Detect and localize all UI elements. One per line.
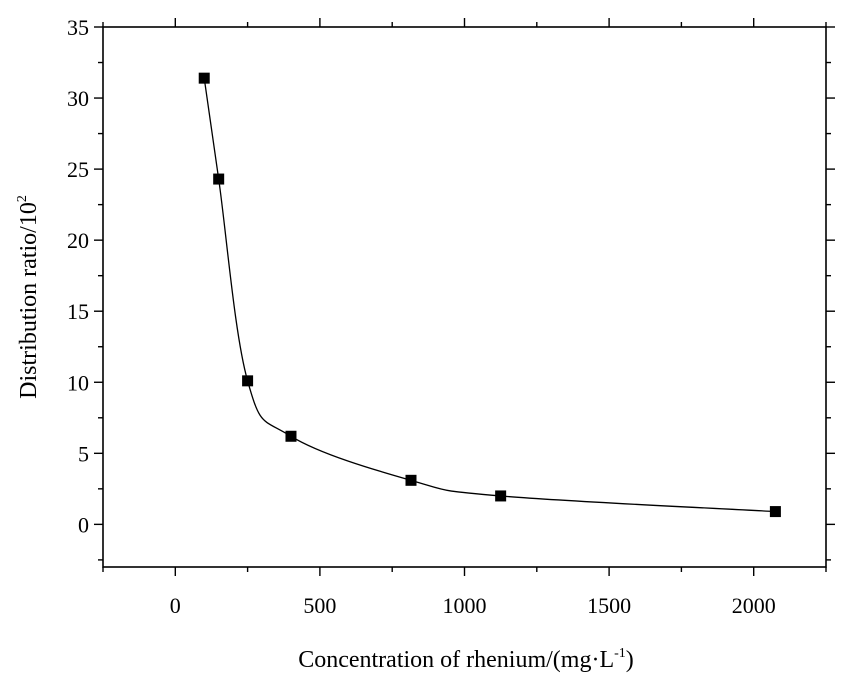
x-tick-label: 1000 xyxy=(443,593,487,618)
y-tick-label: 20 xyxy=(67,228,89,253)
x-axis-title: Concentration of rhenium/(mg·L-1) xyxy=(298,646,634,673)
x-axis-title-suffix: ) xyxy=(626,647,634,673)
y-tick-label: 15 xyxy=(67,299,89,324)
y-axis-title: Distribution ratio/102 xyxy=(15,195,42,399)
data-point-square xyxy=(405,474,417,486)
x-tick-label: 1500 xyxy=(587,593,631,618)
x-axis-title-superscript: -1 xyxy=(614,646,626,661)
x-tick-label: 500 xyxy=(303,593,336,618)
y-axis-title-main: Distribution ratio/10 xyxy=(16,202,42,399)
y-axis-ticks: 0 5 10 15 20 25 30 35 xyxy=(67,15,835,561)
series-line xyxy=(203,78,776,513)
data-point-square xyxy=(213,173,225,185)
x-axis-ticks: 0 500 1000 1500 2000 xyxy=(102,18,827,618)
y-axis-title-superscript: 2 xyxy=(15,195,30,202)
data-point-square xyxy=(495,490,507,502)
data-point-square xyxy=(769,506,781,518)
y-tick-label: 35 xyxy=(67,15,89,40)
plot-frame xyxy=(102,26,827,568)
y-tick-label: 10 xyxy=(67,370,89,395)
y-tick-label: 0 xyxy=(78,512,89,537)
y-tick-label: 5 xyxy=(78,441,89,466)
data-point-square xyxy=(198,72,210,84)
y-tick-label: 25 xyxy=(67,157,89,182)
x-tick-label: 2000 xyxy=(732,593,776,618)
series-layer xyxy=(198,72,781,518)
data-point-square xyxy=(285,430,297,442)
x-tick-label: 0 xyxy=(170,593,181,618)
data-point-square xyxy=(242,375,254,387)
y-tick-label: 30 xyxy=(67,86,89,111)
x-axis-title-main: Concentration of rhenium/(mg·L xyxy=(298,647,614,673)
